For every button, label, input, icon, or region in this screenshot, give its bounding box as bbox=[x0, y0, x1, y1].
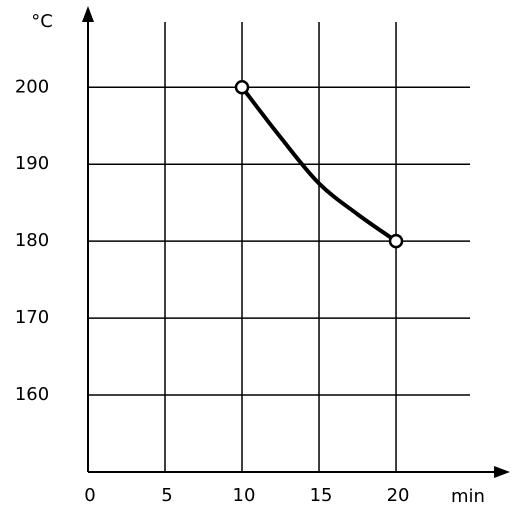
x-tick-label: 20 bbox=[387, 485, 410, 506]
line bbox=[240, 86, 398, 243]
y-tick-label: 160 bbox=[15, 384, 49, 405]
x-tick-label: 15 bbox=[310, 485, 333, 506]
y-tick-label: 180 bbox=[15, 230, 49, 251]
x-axis-arrow bbox=[494, 466, 510, 478]
point-marker bbox=[388, 233, 404, 249]
y-axis-arrow bbox=[82, 6, 94, 22]
x-tick-label: 10 bbox=[233, 485, 256, 506]
y-axis-label: °C bbox=[31, 11, 53, 32]
x-axis-label: min bbox=[451, 486, 485, 507]
point-marker bbox=[234, 80, 250, 95]
y-tick-label: 170 bbox=[15, 307, 49, 328]
x-tick-label: 0 bbox=[84, 485, 95, 506]
y-tick-label: 200 bbox=[15, 76, 49, 97]
y-tick-label: 190 bbox=[15, 153, 49, 174]
x-tick-label: 5 bbox=[161, 485, 172, 506]
